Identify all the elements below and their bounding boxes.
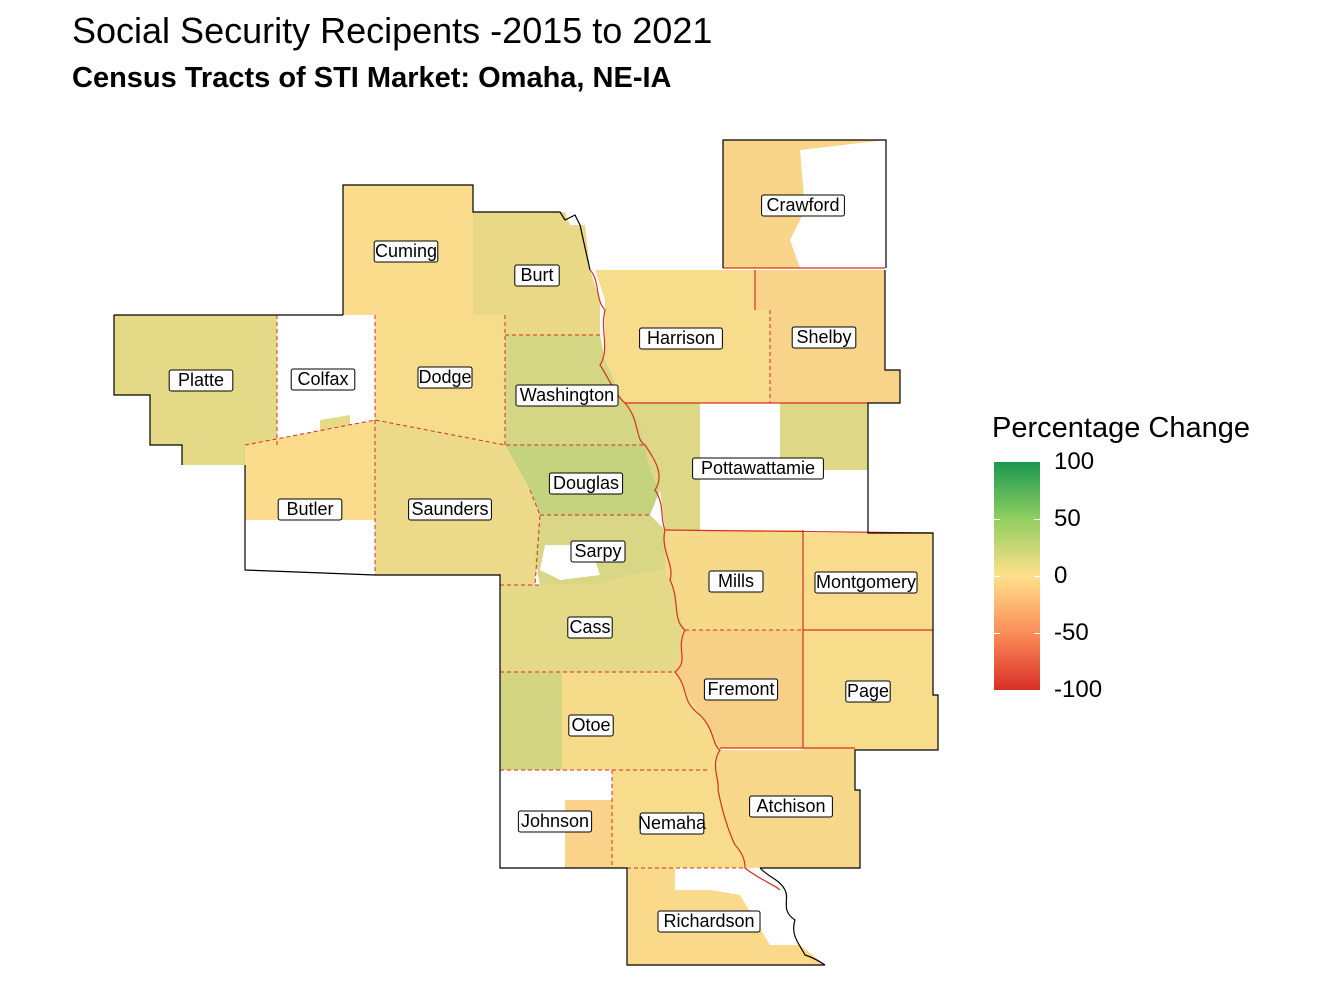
county-label-text: Crawford [766,195,839,215]
county-label-burt: Burt [514,264,560,287]
map-title: Social Security Recipents -2015 to 2021 [72,10,713,51]
legend-tick-mark [1034,576,1040,577]
county-label-atchison: Atchison [749,795,833,818]
map-subtitle: Census Tracts of STI Market: Omaha, NE-I… [72,62,672,94]
county-label-text: Colfax [297,369,348,389]
legend-tick-mark [994,633,1000,634]
county-label-text: Burt [520,265,553,285]
legend-label-neg100: -100 [1054,676,1103,703]
county-label-text: Atchison [756,796,825,816]
legend-label-neg50: -50 [1054,619,1089,646]
county-fills [114,140,938,965]
county-label-montgomery: Montgomery [814,571,918,594]
county-label-text: Douglas [553,473,619,493]
county-label-text: Otoe [571,715,610,735]
county-label-douglas: Douglas [548,472,624,495]
county-label-fremont: Fremont [703,678,779,701]
county-borders [244,310,803,869]
county-label-saunders: Saunders [408,498,492,521]
county-label-cuming: Cuming [373,240,439,263]
legend-label-0: 0 [1054,562,1068,589]
county-label-sarpy: Sarpy [570,540,626,563]
county-label-text: Butler [286,499,333,519]
county-label-washington: Washington [515,384,619,407]
county-label-text: Richardson [663,911,754,931]
county-label-text: Fremont [707,679,774,699]
county-label-pottawattamie: Pottawattamie [692,457,824,480]
legend-tick-mark [994,519,1000,520]
county-label-mills: Mills [708,570,764,593]
county-label-page: Page [845,680,891,703]
county-label-platte: Platte [168,369,234,392]
county-label-text: Washington [520,385,614,405]
county-label-text: Harrison [647,328,715,348]
market-outline [113,139,939,966]
county-label-harrison: Harrison [639,327,723,350]
county-label-nemaha: Nemaha [638,812,707,835]
legend-label-50: 50 [1054,505,1081,532]
county-label-text: Pottawattamie [701,458,815,478]
county-label-text: Page [847,681,889,701]
county-label-text: Cass [569,617,610,637]
county-label-text: Cuming [375,241,437,261]
county-label-dodge: Dodge [417,366,473,389]
county-label-cass: Cass [567,616,613,639]
legend-color-bar [994,462,1040,690]
county-labels: Crawford Cuming Burt Harrison Shelby Platte Co… [168,194,918,933]
county-label-otoe: Otoe [568,714,614,737]
legend-title: Percentage Change [992,412,1250,444]
county-label-text: Dodge [418,367,471,387]
county-label-johnson: Johnson [517,810,593,833]
county-label-shelby: Shelby [791,326,857,349]
legend-label-100: 100 [1054,448,1095,475]
county-label-text: Shelby [796,327,851,347]
county-label-text: Nemaha [638,813,707,833]
county-label-text: Johnson [521,811,589,831]
county-label-richardson: Richardson [657,910,761,933]
county-label-text: Montgomery [816,572,916,592]
county-label-text: Sarpy [574,541,621,561]
legend-tick-mark [994,576,1000,577]
county-label-crawford: Crawford [761,194,845,217]
county-label-text: Platte [178,370,224,390]
legend: Percentage Change 100 50 0 -50 -100 [990,412,1290,712]
county-label-butler: Butler [277,498,343,521]
county-label-text: Mills [718,571,754,591]
legend-tick-mark [1034,519,1040,520]
county-label-text: Saunders [411,499,488,519]
county-label-colfax: Colfax [290,368,356,391]
legend-tick-mark [1034,633,1040,634]
